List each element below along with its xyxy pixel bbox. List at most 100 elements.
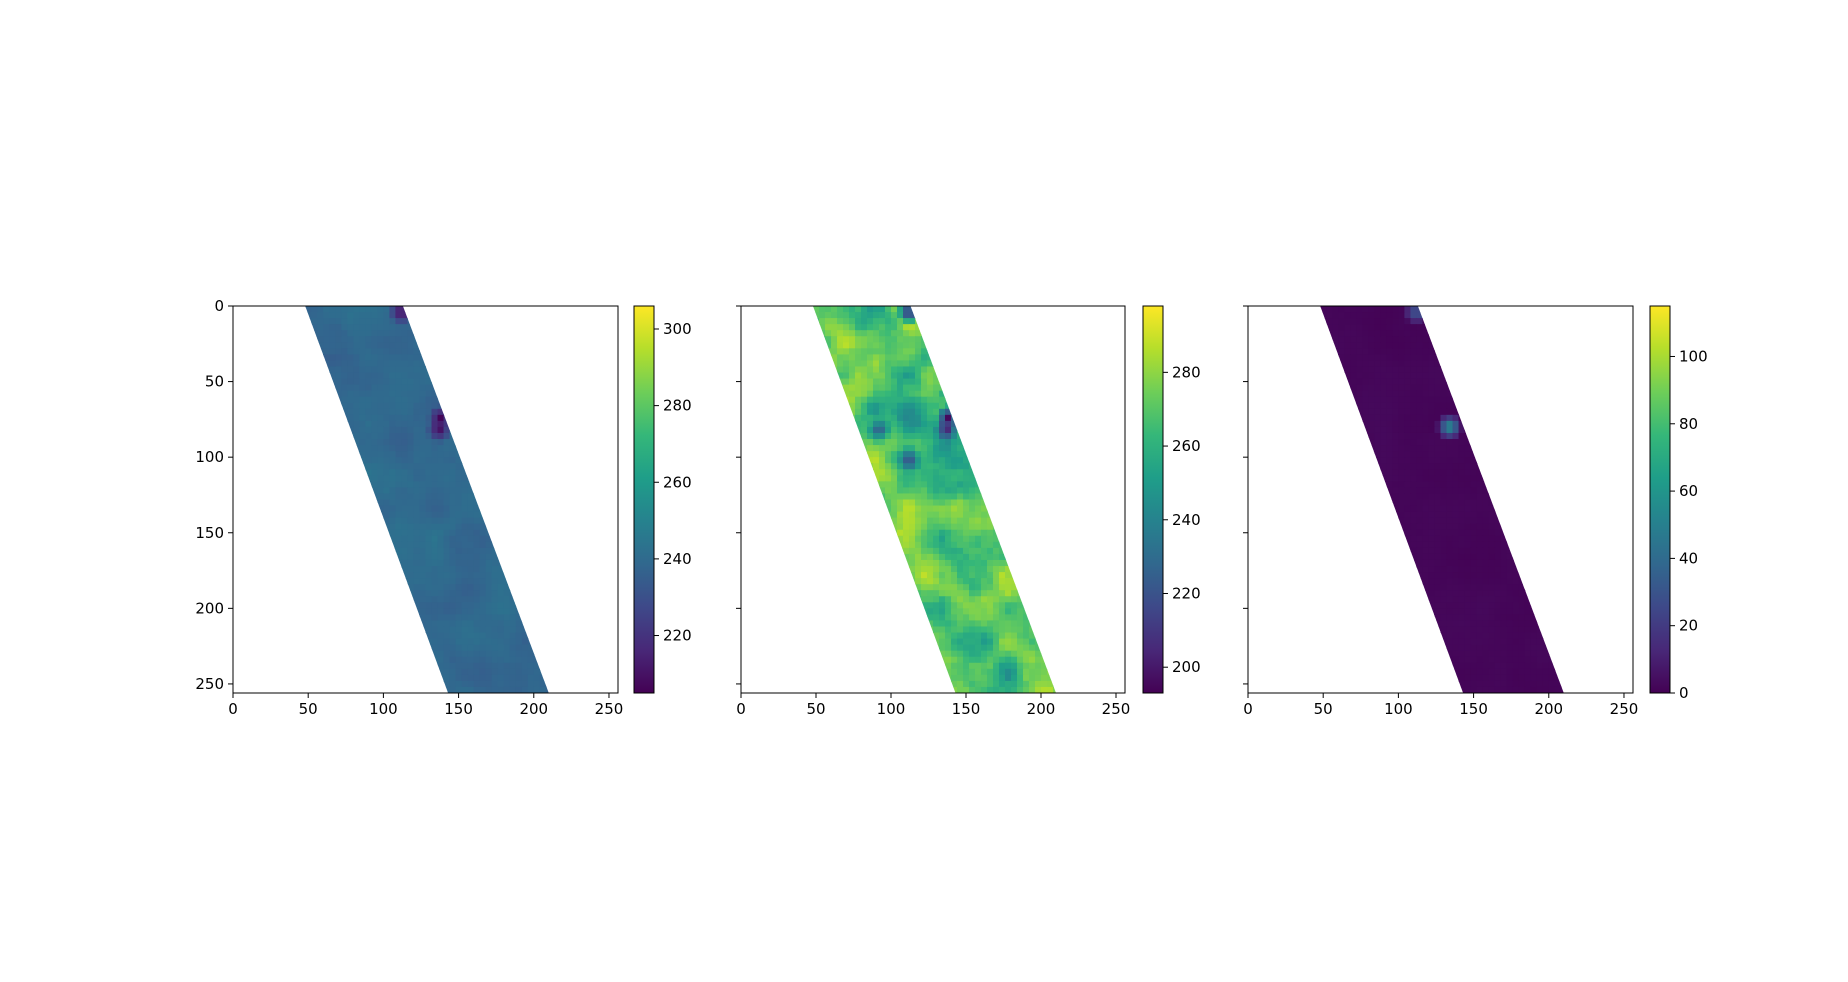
heat-cell bbox=[1458, 493, 1466, 501]
heat-cell bbox=[479, 608, 487, 615]
heat-cell bbox=[891, 523, 898, 531]
heat-cell bbox=[401, 481, 409, 489]
heat-cell bbox=[1338, 372, 1345, 380]
heat-cell bbox=[311, 336, 318, 343]
heat-cell bbox=[945, 572, 952, 579]
heat-cell bbox=[903, 499, 910, 507]
heat-cell bbox=[1446, 402, 1454, 410]
heat-cell bbox=[1446, 505, 1454, 513]
heat-cell bbox=[1506, 662, 1514, 670]
heat-cell bbox=[885, 511, 892, 519]
heat-cell bbox=[1422, 547, 1430, 555]
heat-cell bbox=[443, 614, 451, 622]
heat-cell bbox=[449, 553, 457, 561]
heat-cell bbox=[1404, 324, 1412, 331]
heat-cell bbox=[1458, 463, 1466, 470]
heat-cell bbox=[413, 559, 421, 567]
heat-cell bbox=[395, 553, 403, 561]
heat-cell bbox=[1023, 674, 1030, 682]
heat-cell bbox=[1362, 439, 1369, 446]
heat-cell bbox=[401, 420, 409, 428]
heat-cell bbox=[1011, 638, 1018, 646]
heat-cell bbox=[909, 396, 916, 404]
heat-cell bbox=[1374, 445, 1381, 452]
heat-cell bbox=[377, 342, 384, 349]
heat-cell bbox=[993, 632, 1000, 640]
heat-cell bbox=[407, 372, 415, 380]
heat-cell bbox=[975, 553, 982, 561]
heat-cell bbox=[407, 439, 415, 446]
heat-cell bbox=[449, 493, 457, 501]
heat-cell bbox=[353, 457, 360, 464]
heat-cell bbox=[1047, 686, 1054, 693]
heat-cell bbox=[455, 553, 463, 561]
heat-cell bbox=[1482, 626, 1490, 634]
heat-cell bbox=[999, 674, 1006, 682]
heat-cell bbox=[1428, 511, 1436, 519]
heat-cell bbox=[927, 439, 934, 446]
heat-cell bbox=[987, 662, 994, 670]
heat-cell bbox=[1392, 366, 1399, 374]
heat-cell bbox=[467, 674, 475, 682]
heat-cell bbox=[1416, 414, 1424, 422]
heat-cell bbox=[377, 312, 384, 319]
heat-cell bbox=[425, 614, 433, 622]
heat-cell bbox=[443, 638, 451, 646]
heat-cell bbox=[407, 336, 415, 343]
heat-cell bbox=[921, 626, 928, 634]
heat-cell bbox=[915, 463, 922, 470]
heat-cell bbox=[1398, 517, 1406, 525]
heat-cell bbox=[879, 360, 886, 368]
heat-cell bbox=[909, 426, 916, 434]
heat-cell bbox=[407, 360, 415, 368]
heat-cell bbox=[1380, 457, 1387, 464]
heat-cell bbox=[401, 390, 409, 398]
heat-cell bbox=[323, 354, 330, 362]
heat-cell bbox=[377, 451, 384, 458]
heat-cell bbox=[317, 366, 324, 374]
heat-cell bbox=[1041, 638, 1048, 646]
heat-cell bbox=[1452, 451, 1460, 458]
heat-cell bbox=[1554, 662, 1562, 670]
heat-cell bbox=[425, 432, 433, 440]
heat-cell bbox=[939, 487, 946, 495]
heat-cell bbox=[933, 445, 940, 452]
heat-cell bbox=[425, 481, 433, 489]
heat-cell bbox=[485, 638, 493, 646]
heat-cell bbox=[407, 348, 415, 355]
heat-cell bbox=[1518, 614, 1526, 622]
heat-cell bbox=[1005, 620, 1012, 628]
heat-cell bbox=[927, 408, 934, 416]
heat-cell bbox=[1536, 662, 1544, 670]
heat-cell bbox=[401, 457, 409, 464]
heat-cell bbox=[425, 578, 433, 585]
heat-cell bbox=[1500, 559, 1508, 567]
heat-cell bbox=[443, 487, 451, 495]
heat-cell bbox=[377, 420, 384, 428]
heat-cell bbox=[431, 366, 439, 374]
heat-cell bbox=[485, 578, 493, 585]
heat-cell bbox=[335, 312, 342, 319]
heat-cell bbox=[311, 330, 318, 337]
heat-cell bbox=[473, 590, 481, 597]
heat-cell bbox=[503, 668, 511, 676]
heat-cell bbox=[867, 366, 874, 374]
heat-cell bbox=[1392, 408, 1399, 416]
heat-cell bbox=[383, 360, 391, 368]
heat-cell bbox=[371, 432, 378, 440]
heat-cell bbox=[1386, 445, 1393, 452]
heat-cell bbox=[1416, 517, 1424, 525]
heat-cell bbox=[933, 390, 940, 398]
heat-cell bbox=[491, 529, 499, 537]
heat-cell bbox=[455, 578, 463, 585]
heat-cell bbox=[1017, 614, 1024, 622]
heat-cell bbox=[437, 662, 445, 670]
heat-cell bbox=[981, 578, 988, 585]
heat-cell bbox=[1422, 360, 1430, 368]
heat-cell bbox=[999, 541, 1006, 549]
heat-cell bbox=[1404, 342, 1412, 349]
heat-cell bbox=[1494, 650, 1502, 658]
heat-cell bbox=[1494, 523, 1502, 531]
heat-cell bbox=[1434, 432, 1442, 440]
heat-cell bbox=[1416, 330, 1424, 337]
